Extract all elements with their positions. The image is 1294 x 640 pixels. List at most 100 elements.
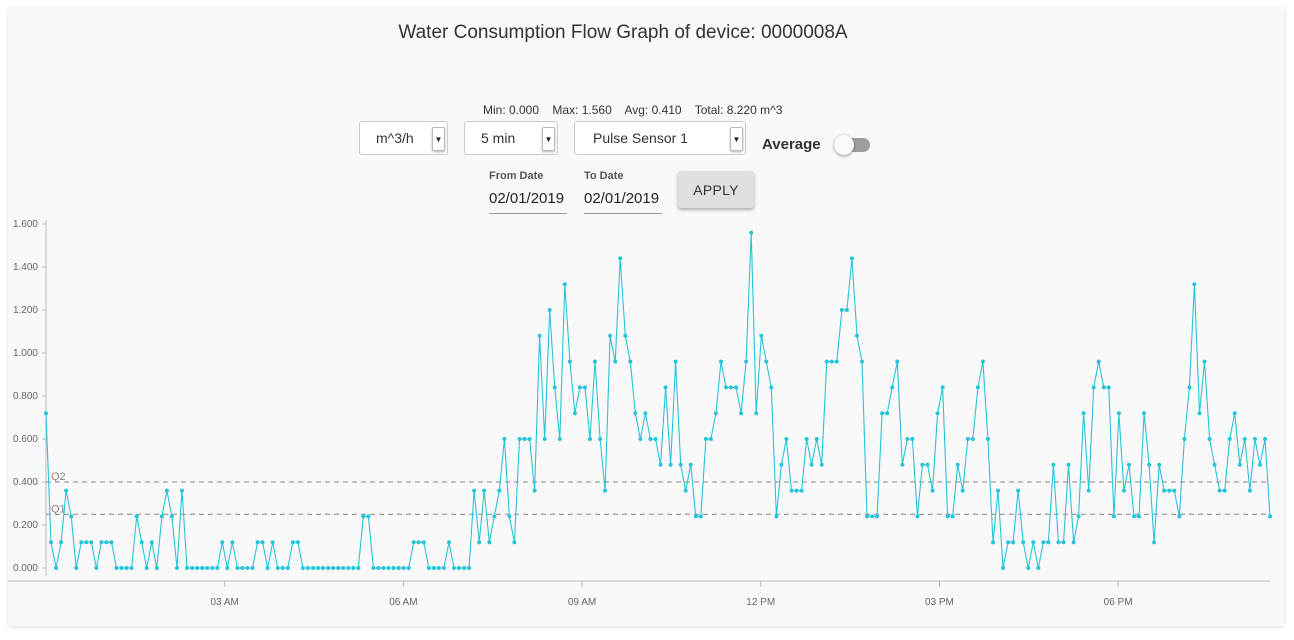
data-point [300,566,305,570]
data-point [205,566,210,570]
y-tick-label: 1.000 [13,348,38,359]
y-tick-label: 1.400 [13,262,38,273]
interval-select[interactable]: 5 min ▼ [464,121,558,155]
data-point [593,359,597,364]
data-point [381,566,386,570]
data-point [860,359,864,364]
sensor-select-value: Pulse Sensor 1 [593,130,688,146]
to-date-field: To Date 02/01/2019 [584,170,662,214]
data-point [930,488,935,493]
x-tick-label: 03 AM [211,597,239,608]
data-point [598,437,603,441]
data-point [764,359,769,364]
data-point [623,333,628,338]
data-point [975,385,980,390]
data-point [633,411,638,416]
data-point [280,566,285,570]
data-point [1222,488,1227,493]
data-point [1177,514,1182,519]
y-tick-label: 0.400 [13,477,38,488]
data-point [99,540,104,545]
data-point [1187,385,1192,390]
apply-button[interactable]: APPLY [678,171,754,208]
data-point [880,411,885,416]
data-point [1016,488,1021,493]
y-tick-label: 1.600 [13,219,38,230]
data-point [84,540,89,545]
data-point [1257,462,1262,467]
data-point [950,514,955,519]
caret-down-icon: ▼ [542,127,555,151]
data-point [1207,437,1212,441]
data-point [190,566,195,570]
data-point [910,437,915,441]
data-point [210,566,215,570]
data-point [295,540,300,545]
data-point [290,540,295,545]
y-tick-label: 0.200 [13,520,38,531]
data-point [769,385,774,390]
data-point [260,540,265,545]
data-point [164,488,169,493]
data-point [462,566,467,570]
data-point [739,411,744,416]
data-point [119,566,124,570]
data-point [557,437,562,441]
data-point [527,437,532,441]
data-point [1217,488,1222,493]
unit-select[interactable]: m^3/h ▼ [359,121,448,155]
data-point [915,514,920,519]
data-point [603,488,608,493]
sensor-select[interactable]: Pulse Sensor 1 ▼ [574,121,746,155]
data-point [431,566,436,570]
data-point [895,359,900,364]
data-point [653,437,658,441]
data-point [502,437,507,441]
data-point [1011,540,1016,545]
y-tick-label: 0.800 [13,391,38,402]
data-point [1167,488,1172,493]
to-date-input[interactable]: 02/01/2019 [584,190,662,214]
data-point [734,385,739,390]
data-point [996,488,1000,493]
data-point [472,488,477,493]
data-point [255,540,260,545]
data-point [240,566,245,570]
data-point [819,462,824,467]
data-point [421,540,426,545]
data-point [754,411,759,416]
data-point [104,540,109,545]
x-tick-label: 06 AM [389,597,417,608]
data-point [789,488,794,493]
data-point [285,566,290,570]
series-line [45,232,1271,569]
data-point [1157,462,1162,467]
data-point [79,540,84,545]
data-point [719,359,723,364]
from-date-field: From Date 02/01/2019 [489,170,567,214]
data-point [129,566,134,570]
data-point [426,566,431,570]
data-point [1162,488,1167,493]
data-point [900,462,905,467]
data-point [180,488,184,493]
data-point [482,488,487,493]
data-point [195,566,200,570]
data-point [1182,437,1187,441]
average-toggle-thumb[interactable] [834,135,854,155]
data-point [396,566,401,570]
data-point [940,385,945,390]
data-point [477,540,482,545]
data-point [588,437,592,441]
data-point [980,359,985,364]
data-point [69,514,74,519]
data-point [547,308,552,312]
data-point [457,566,461,570]
data-point [885,411,890,416]
data-point [945,514,950,519]
data-point [1056,540,1061,545]
from-date-input[interactable]: 02/01/2019 [489,190,567,214]
data-point [713,411,718,416]
data-point [114,566,119,570]
